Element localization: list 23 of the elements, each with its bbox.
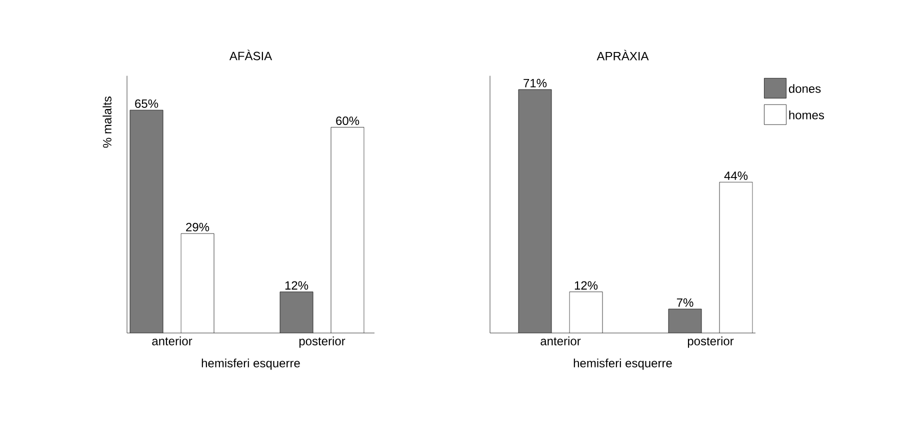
- data-label: 65%: [135, 99, 158, 108]
- x-axis-title: hemisferi esquerre: [202, 358, 300, 370]
- y-axis-title: % malalts: [102, 96, 112, 148]
- data-label: 44%: [724, 172, 748, 180]
- chart-title: AFÀSIA: [229, 50, 272, 60]
- legend-label: dones: [788, 84, 821, 93]
- x-axis-title: hemisferi esquerre: [574, 358, 672, 370]
- data-label: 29%: [186, 222, 210, 232]
- bar: [518, 90, 552, 333]
- x-tick-label: posterior: [688, 336, 734, 348]
- x-tick-label: anterior: [152, 336, 192, 346]
- x-tick-label: anterior: [540, 336, 581, 346]
- data-label: 7%: [676, 298, 694, 307]
- x-tick-label: posterior: [299, 336, 346, 348]
- data-label: 12%: [574, 281, 598, 290]
- data-label: 71%: [524, 78, 547, 88]
- legend-label: homes: [789, 110, 824, 120]
- bar: [130, 110, 164, 333]
- bar: [280, 292, 314, 333]
- chart-title: APRÀXIA: [596, 50, 649, 60]
- data-label: 12%: [285, 281, 308, 290]
- bar: [668, 308, 702, 333]
- data-label: 60%: [336, 116, 360, 126]
